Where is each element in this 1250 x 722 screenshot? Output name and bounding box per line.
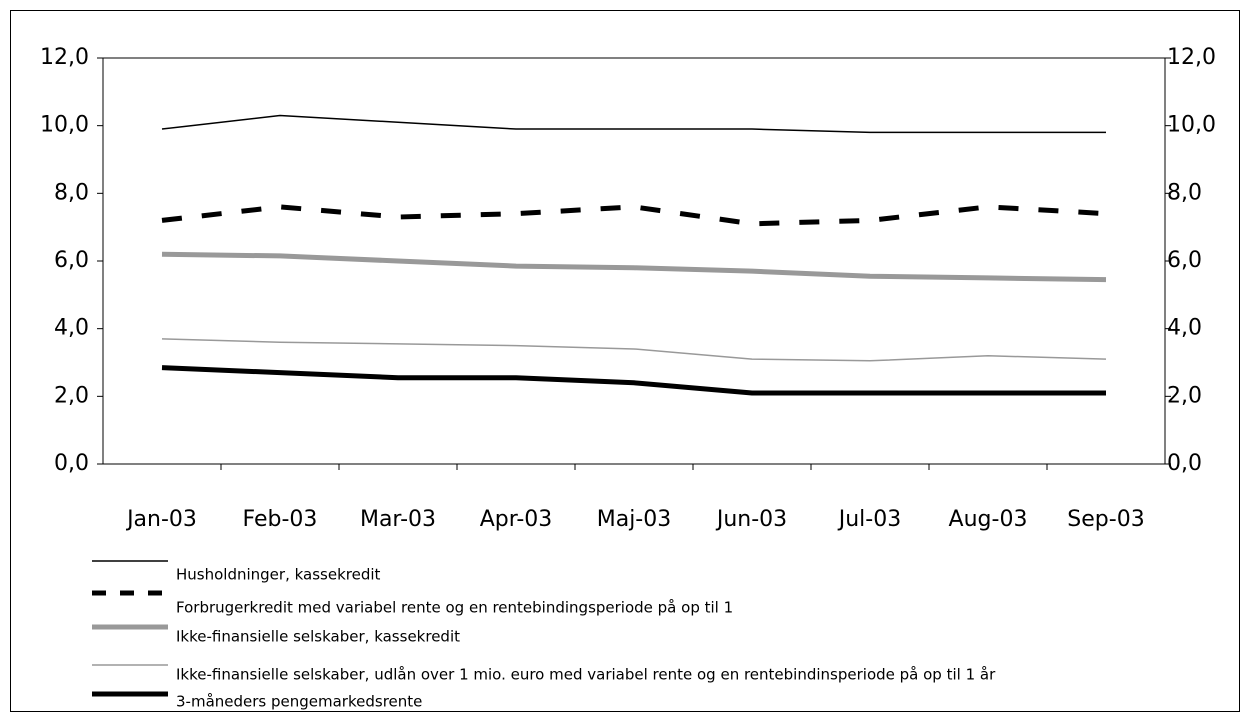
y-tick-label: 2,0 [54,383,89,408]
frame [10,10,1240,712]
y-tick-label: 6,0 [54,248,89,273]
y2-tick-label: 10,0 [1167,113,1216,138]
legend-label: Husholdninger, kassekredit [176,566,381,584]
y2-tick-label: 4,0 [1167,316,1202,341]
x-tick-label: Jul-03 [837,507,901,532]
series-line [161,251,1107,283]
legend-label: 3-måneders pengemarkedsrente [176,693,422,711]
legend-label: Forbrugerkredit med variabel rente og en… [176,599,733,617]
x-tick-label: Maj-03 [597,507,672,532]
series-line [161,338,1107,362]
y2-tick-label: 2,0 [1167,383,1202,408]
y2-tick-label: 8,0 [1167,180,1202,205]
series-line [161,365,1106,396]
legend-label: Ikke-finansielle selskaber, udlån over 1… [176,666,996,684]
legend-label: Ikke-finansielle selskaber, kassekredit [176,628,460,646]
y-tick-label: 12,0 [40,45,89,70]
x-tick-label: Apr-03 [480,507,553,532]
x-tick-label: Mar-03 [360,507,436,532]
plot-area [102,57,1166,465]
x-tick-label: Feb-03 [243,507,318,532]
y-tick-label: 4,0 [54,316,89,341]
x-tick-label: Jan-03 [125,507,197,532]
x-tick-label: Jun-03 [715,507,787,532]
x-tick-label: Aug-03 [949,507,1028,532]
y2-tick-label: 0,0 [1167,451,1202,476]
series-line [161,204,1107,227]
y2-tick-label: 6,0 [1167,248,1202,273]
x-tick-label: Sep-03 [1067,507,1144,532]
y-tick-label: 10,0 [40,113,89,138]
y-tick-label: 8,0 [54,180,89,205]
series-line [161,114,1106,134]
y-tick-label: 0,0 [54,451,89,476]
y2-tick-label: 12,0 [1167,45,1216,70]
